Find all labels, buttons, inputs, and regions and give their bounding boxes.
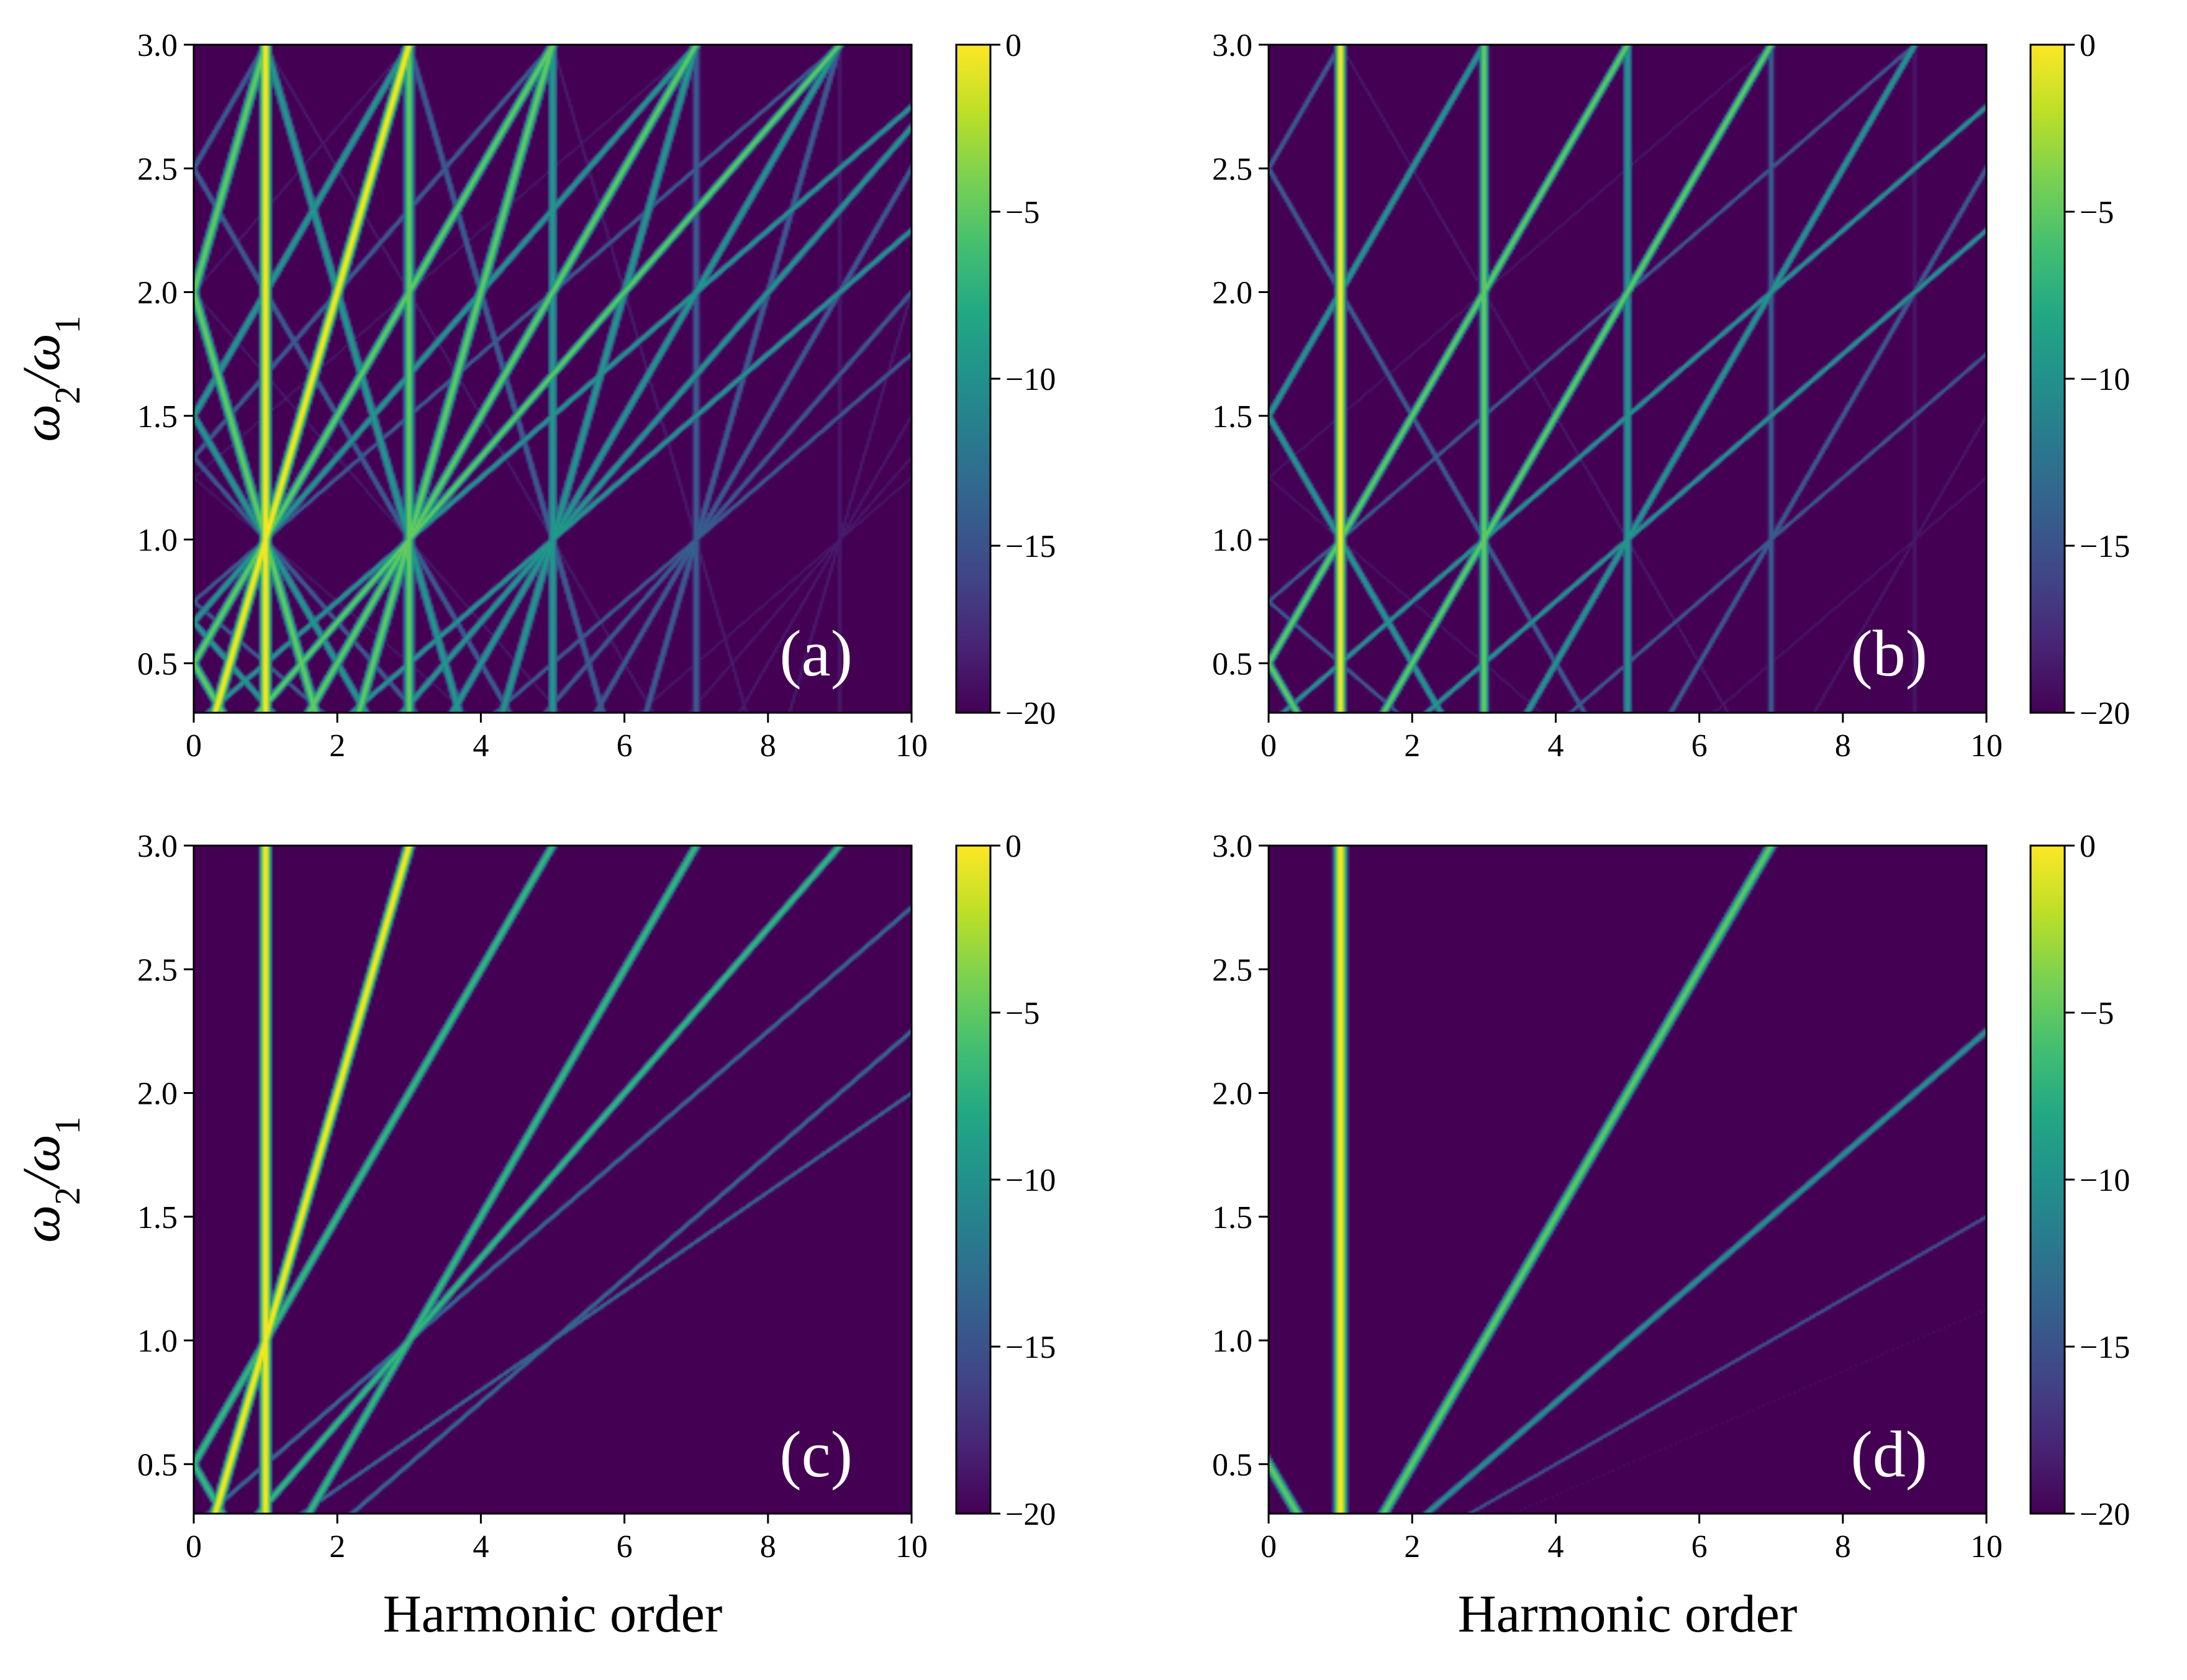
y-tick-label: 2.0 [1212,1077,1252,1112]
x-tick-label: 8 [760,728,776,764]
x-tick-label: 6 [617,1529,633,1565]
y-tick-label: 0.5 [1212,646,1252,682]
y-tick-label: 3.0 [137,28,178,63]
y-tick-label: 1.0 [1212,523,1252,558]
colorbar-tick-label: 0 [2080,829,2096,864]
colorbar-tick-label: −15 [2080,529,2130,564]
x-tick-label: 8 [1835,1529,1851,1565]
x-tick-label: 4 [1547,728,1564,764]
x-tick-label: 4 [473,1529,489,1565]
x-tick-label: 8 [760,1529,776,1565]
panel-c: 0 2 4 6 8 10 0.5 1.0 1.5 2.0 2.5 3.0 (c) ω2/ω1 Harmoni… [11,829,1056,1643]
y-tick-label: 3.0 [137,829,178,864]
colorbar-gradient [956,846,990,1514]
colorbar-tick-label: −5 [1005,996,1039,1031]
y-tick-label: 1.5 [1212,399,1252,435]
plot-frame [1267,844,1988,1515]
colorbar-tick-label: 0 [1005,829,1021,864]
x-axis-title: Harmonic order [383,1584,723,1643]
y-tick-label: 0.5 [1212,1447,1252,1483]
colorbar-tick-label: −10 [1005,1163,1056,1198]
y-tick-label: 3.0 [1212,28,1252,63]
x-tick-label: 10 [1970,1529,2003,1565]
x-tick-label: 10 [895,728,928,764]
colorbar-tick-label: −15 [2080,1330,2130,1365]
heatmap-image [1269,45,1986,713]
y-tick-label: 3.0 [1212,829,1252,864]
colorbar-tick-label: −5 [2080,996,2114,1031]
y-tick-label: 1.5 [137,399,178,435]
y-tick-label: 2.5 [1212,151,1252,187]
colorbar-tick-label: 0 [2080,28,2096,63]
panel-label: (b) [1850,617,1927,690]
colorbar-tick-label: −20 [1005,1497,1056,1532]
y-tick-label: 1.0 [137,1324,178,1359]
x-tick-label: 10 [1970,728,2003,764]
x-tick-label: 0 [186,1529,202,1565]
x-tick-label: 2 [329,728,345,764]
colorbar-gradient [956,45,990,713]
colorbar-gradient [2031,846,2065,1514]
colorbar: 0 −5 −10 −15 −20 [2029,28,2130,731]
y-tick-label: 1.5 [1212,1200,1252,1235]
y-tick-label: 1.0 [137,523,178,558]
colorbar-tick-label: −5 [2080,195,2114,230]
colorbar-tick-label: −20 [2080,696,2130,731]
panel-a: 0 2 4 6 8 10 0.5 1.0 1.5 2.0 2.5 3.0 (a) ω2/ω1 0 −5 −10 −… [11,28,1056,764]
y-axis-title: ω2/ω1 [11,315,88,441]
x-tick-label: 6 [1691,728,1708,764]
colorbar-tick-label: −15 [1005,529,1056,564]
colorbar-tick-label: −10 [1005,362,1056,397]
x-tick-label: 0 [1261,728,1277,764]
panel-label: (d) [1850,1418,1927,1491]
x-tick-label: 6 [1691,1529,1708,1565]
x-tick-label: 2 [1404,1529,1420,1565]
y-tick-label: 2.5 [1212,952,1252,988]
colorbar-tick-label: −20 [2080,1497,2130,1532]
colorbar-tick-label: −5 [1005,195,1039,230]
colorbar-tick-label: −10 [2080,362,2130,397]
plot-frame [192,844,913,1515]
colorbar-tick-label: 0 [1005,28,1021,63]
y-tick-label: 0.5 [137,646,178,682]
heatmap-image [1269,846,1986,1514]
colorbar-tick-label: −10 [2080,1163,2130,1198]
panel-label: (a) [779,617,853,690]
x-tick-label: 4 [1547,1529,1564,1565]
colorbar: 0 −5 −10 −15 −20 [955,28,1056,731]
x-tick-label: 6 [617,728,633,764]
colorbar-gradient [2031,45,2065,713]
colorbar: 0 −5 −10 −15 −20 [955,829,1056,1532]
x-tick-label: 4 [473,728,489,764]
x-tick-label: 8 [1835,728,1851,764]
colorbar: 0 −5 −10 −15 −20 [2029,829,2130,1532]
x-tick-label: 10 [895,1529,928,1565]
x-tick-label: 0 [186,728,202,764]
x-tick-label: 0 [1261,1529,1277,1565]
panel-b: 0 2 4 6 8 10 0.5 1.0 1.5 2.0 2.5 3.0 (b) 0 −5 −10 −15 −20 [1212,28,2130,764]
plot-frame [1267,43,1988,714]
colorbar-tick-label: −15 [1005,1330,1056,1365]
y-tick-label: 2.0 [137,1077,178,1112]
x-tick-label: 2 [1404,728,1420,764]
y-tick-label: 2.5 [137,952,178,988]
y-tick-label: 1.5 [137,1200,178,1235]
plot-frame [192,43,913,714]
y-tick-label: 2.0 [137,276,178,311]
y-tick-label: 2.0 [1212,276,1252,311]
heatmap-image [194,45,912,713]
y-tick-label: 1.0 [1212,1324,1252,1359]
heatmap-image [194,846,912,1514]
x-tick-label: 2 [329,1529,345,1565]
colorbar-tick-label: −20 [1005,696,1056,731]
y-tick-label: 2.5 [137,151,178,187]
x-axis-title: Harmonic order [1458,1584,1798,1643]
panel-d: 0 2 4 6 8 10 0.5 1.0 1.5 2.0 2.5 3.0 (d) Harmonic ord… [1212,829,2130,1643]
panel-label: (c) [779,1418,853,1491]
y-axis-title: ω2/ω1 [11,1116,88,1242]
y-tick-label: 0.5 [137,1447,178,1483]
